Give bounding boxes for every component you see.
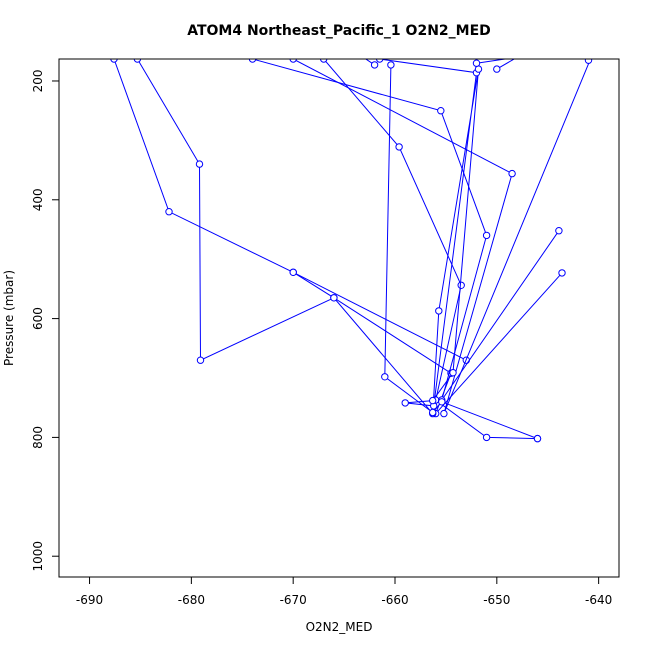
data-point [195, 160, 204, 168]
data-point [381, 373, 389, 381]
x-axis-label: O2N2_MED [306, 620, 373, 634]
series-line [113, 59, 467, 361]
x-tick-label: -680 [178, 593, 205, 607]
data-point [558, 269, 566, 277]
series-line [252, 59, 560, 401]
series-line [585, 59, 589, 61]
y-tick-label: 800 [31, 426, 45, 449]
series-10 [584, 59, 593, 64]
data-point [401, 399, 409, 407]
series-line [496, 59, 516, 70]
data-point [438, 398, 446, 406]
data-point [165, 208, 173, 216]
data-point [320, 59, 328, 63]
y-tick-label: 600 [31, 307, 45, 330]
x-axis: -690 -680 -670 -660 -650 -640 [76, 576, 612, 607]
series-1 [133, 59, 566, 418]
data-point [508, 169, 516, 178]
data-point [387, 61, 395, 69]
series-line [364, 59, 375, 66]
y-axis: 200 400 600 800 1000 [31, 70, 60, 572]
data-point [440, 409, 448, 418]
y-tick-label: 400 [31, 188, 45, 211]
plot-area [110, 59, 593, 443]
data-point [482, 433, 491, 442]
x-tick-label: -670 [280, 593, 307, 607]
data-point [196, 356, 205, 364]
chart-title: ATOM4 Northeast_Pacific_1 O2N2_MED [187, 23, 491, 39]
data-point [376, 59, 384, 63]
x-tick-label: -640 [585, 593, 612, 607]
data-point [395, 143, 403, 151]
series-line [292, 59, 479, 415]
data-point [482, 231, 491, 240]
series-line [323, 59, 538, 440]
series-4 [289, 59, 592, 418]
data-point [584, 59, 593, 64]
data-point [133, 59, 142, 63]
x-tick-label: -660 [381, 593, 408, 607]
series-8 [493, 59, 516, 73]
data-point [429, 396, 437, 405]
data-point [289, 59, 297, 63]
data-point [457, 281, 465, 289]
data-point [437, 107, 445, 115]
y-tick-label: 200 [31, 70, 45, 93]
data-point [435, 307, 443, 315]
data-point [429, 408, 437, 417]
data-point [370, 61, 379, 69]
series-2 [320, 59, 542, 443]
series-0 [110, 59, 470, 364]
y-axis-label: Pressure (mbar) [2, 270, 16, 366]
x-tick-label: -690 [76, 593, 103, 607]
plot-frame [58, 58, 620, 578]
data-point [555, 227, 563, 235]
series-3 [248, 59, 563, 404]
data-point [449, 369, 457, 377]
y-tick-label: 1000 [31, 541, 45, 572]
series-6 [381, 61, 542, 443]
data-point [533, 434, 542, 443]
series-9 [364, 59, 379, 69]
data-point [472, 59, 481, 67]
series-line [384, 64, 538, 440]
data-point [330, 294, 338, 302]
data-point [493, 65, 501, 73]
data-point [289, 268, 297, 276]
series-5 [289, 59, 483, 418]
series-7 [472, 59, 509, 67]
series-line [476, 59, 509, 64]
data-point [248, 59, 257, 63]
series-line [292, 59, 592, 414]
x-tick-label: -650 [483, 593, 510, 607]
data-point [110, 59, 118, 63]
